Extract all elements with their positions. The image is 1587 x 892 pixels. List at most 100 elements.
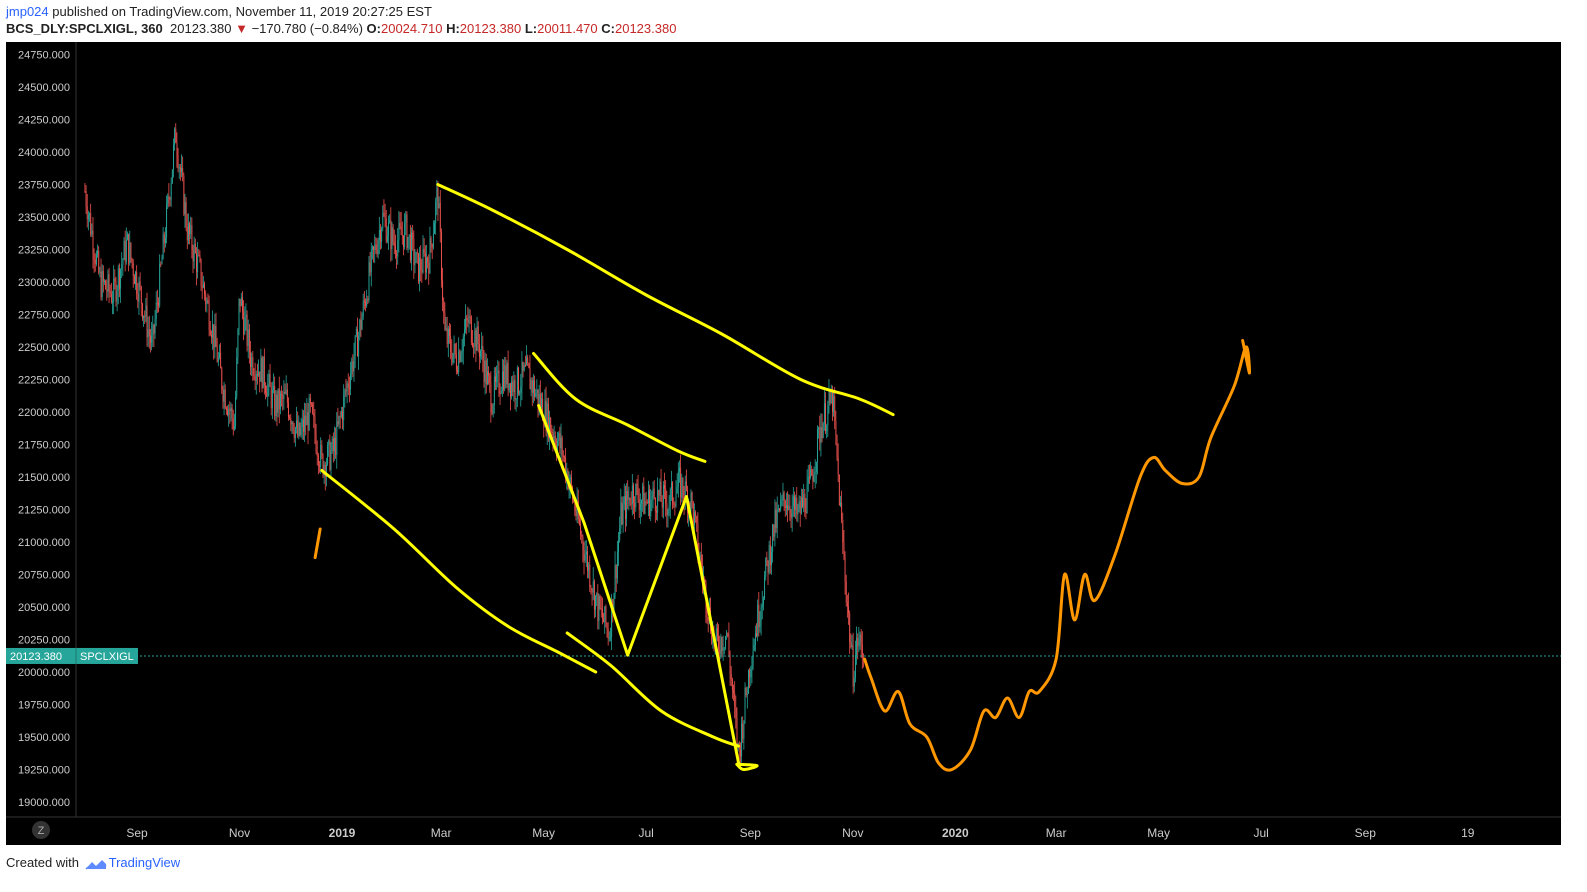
- candle-body: [470, 316, 472, 343]
- price-chart[interactable]: 24750.000 24500.000 24250.000 24000.000 2375…: [6, 42, 1561, 845]
- candle-body: [326, 463, 327, 477]
- candle-body: [603, 618, 605, 623]
- candle-body: [613, 594, 615, 613]
- candle-body: [649, 489, 651, 517]
- candle-body: [832, 391, 833, 412]
- candle-body: [648, 489, 649, 503]
- candle-body: [845, 581, 847, 603]
- candle-body: [769, 544, 771, 566]
- candle-body: [767, 560, 769, 573]
- candle-body: [170, 183, 172, 200]
- candle-body: [674, 504, 676, 507]
- candle-body: [519, 392, 521, 394]
- candle-body: [498, 370, 500, 394]
- candle-body: [128, 233, 130, 264]
- candle-body: [626, 491, 628, 519]
- candle-body: [829, 391, 831, 403]
- tradingview-link[interactable]: TradingView: [108, 855, 181, 870]
- zoom-button[interactable]: Z: [32, 821, 50, 839]
- x-tick-label: Sep: [1355, 826, 1377, 840]
- candle-body: [324, 464, 326, 477]
- candle-body: [691, 492, 693, 502]
- y-tick-label: 20750.000: [18, 570, 70, 582]
- candle-body: [491, 412, 493, 414]
- candle-body: [838, 474, 840, 506]
- author-link[interactable]: jmp024: [6, 4, 49, 19]
- y-axis: 24750.000 24500.000 24250.000 24000.000 2375…: [18, 42, 77, 817]
- candle-body: [320, 445, 322, 467]
- candle-body: [672, 482, 674, 504]
- zoom-button-bg[interactable]: [32, 821, 50, 839]
- candle-body: [489, 375, 491, 383]
- candle-body: [352, 361, 354, 372]
- candle-body: [223, 389, 225, 402]
- candle-body: [435, 201, 437, 224]
- y-tick-label: 24000.000: [18, 147, 70, 159]
- candle-body: [711, 630, 713, 644]
- candle-body: [270, 386, 272, 409]
- candle-body: [400, 226, 402, 235]
- candle-body: [620, 502, 622, 529]
- candle-body: [735, 706, 737, 718]
- candle-body: [595, 595, 597, 610]
- candle-body: [485, 360, 487, 385]
- candle-body: [398, 223, 400, 240]
- candle-body: [496, 373, 498, 382]
- candle-body: [222, 389, 224, 402]
- candle-body: [156, 302, 158, 304]
- candle-body: [221, 368, 223, 390]
- candle-body: [726, 633, 728, 637]
- candle-body: [787, 505, 789, 510]
- candle-body: [281, 393, 283, 395]
- candle-body: [349, 387, 350, 390]
- candle-body: [399, 223, 401, 227]
- candle-body: [535, 392, 537, 397]
- candle-body: [857, 637, 859, 647]
- candle-body: [631, 485, 633, 505]
- candle-body: [236, 357, 238, 397]
- candle-body: [137, 293, 139, 302]
- candle-body: [615, 565, 617, 579]
- y-tick-label: 23250.000: [18, 245, 70, 257]
- candle-body: [357, 328, 358, 357]
- candle-body: [100, 271, 102, 298]
- candle-body: [401, 234, 403, 236]
- zoom-button-label[interactable]: Z: [38, 825, 45, 837]
- orange-tick-drawing: [313, 527, 322, 560]
- candle-body: [359, 320, 361, 336]
- chart-panel[interactable]: 24750.000 24500.000 24250.000 24000.000 2375…: [6, 42, 1561, 845]
- candle-body: [760, 607, 762, 622]
- candle-body: [151, 335, 153, 343]
- candle-body: [136, 272, 138, 294]
- candle-body: [628, 497, 630, 500]
- candle-body: [178, 167, 180, 169]
- candle-body: [199, 255, 201, 260]
- candle-body: [298, 423, 300, 436]
- candle-body: [360, 320, 362, 330]
- candle-body: [268, 374, 270, 384]
- candle-body: [447, 328, 449, 344]
- candle-body: [238, 298, 240, 330]
- y-tick-label: 22000.000: [18, 407, 70, 419]
- candle-body: [820, 427, 822, 443]
- candle-body: [786, 505, 787, 509]
- candle-body: [85, 191, 87, 207]
- candle-body: [607, 628, 609, 639]
- candle-body: [790, 513, 792, 518]
- candle-body: [683, 494, 685, 501]
- candle-body: [481, 345, 483, 351]
- candle-body: [87, 214, 89, 220]
- candle-body: [139, 281, 141, 287]
- y-tick-label: 19500.000: [18, 732, 70, 744]
- candle-body: [146, 305, 148, 338]
- candle-body: [503, 371, 505, 390]
- candle-body: [733, 690, 735, 693]
- y-tick-label: 20250.000: [18, 635, 70, 647]
- candle-body: [129, 242, 131, 264]
- candle-body: [768, 544, 770, 573]
- tradingview-logo-icon: [85, 859, 107, 870]
- candle-body: [722, 647, 724, 651]
- open-label: O:: [366, 21, 381, 36]
- candle-body: [774, 509, 776, 537]
- candle-body: [291, 422, 293, 425]
